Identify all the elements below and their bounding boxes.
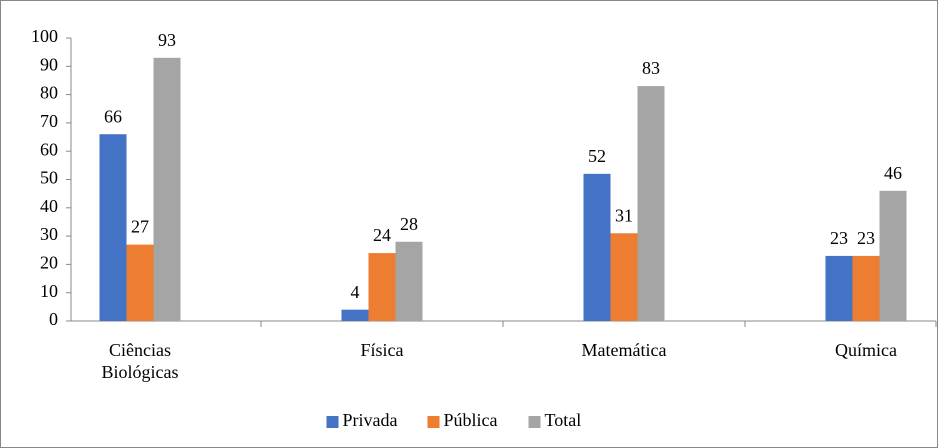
bar	[153, 57, 181, 322]
y-tick-label: 80	[40, 83, 58, 103]
bar	[637, 86, 665, 321]
legend-label: Pública	[444, 410, 498, 430]
data-label: 46	[884, 163, 902, 183]
bar	[825, 255, 853, 321]
data-label: 24	[373, 225, 391, 245]
y-tick-label: 20	[40, 253, 58, 273]
y-tick-label: 50	[40, 168, 58, 188]
y-tick-label: 0	[49, 309, 58, 329]
data-label: 27	[131, 217, 149, 237]
data-label: 4	[351, 282, 360, 302]
bar	[879, 190, 907, 321]
x-tick-label: Física	[360, 340, 404, 360]
bar	[395, 241, 423, 321]
data-label: 28	[400, 214, 418, 234]
y-tick-label: 100	[31, 26, 58, 46]
legend-swatch	[326, 416, 339, 428]
data-label: 83	[642, 58, 660, 78]
bar	[583, 173, 611, 321]
y-tick-label: 10	[40, 281, 58, 301]
y-tick-label: 90	[40, 54, 58, 74]
legend-label: Total	[545, 410, 582, 430]
x-tick-label: Matemática	[581, 340, 667, 360]
bar	[99, 134, 127, 321]
data-label: 52	[588, 146, 606, 166]
legend-label: Privada	[343, 410, 398, 430]
bar	[852, 255, 880, 321]
bar	[610, 233, 638, 321]
legend-swatch	[528, 416, 541, 428]
data-label: 31	[615, 205, 633, 225]
data-label: 23	[830, 228, 848, 248]
x-tick-label: Química	[835, 340, 897, 360]
y-tick-label: 40	[40, 196, 58, 216]
y-tick-label: 30	[40, 224, 58, 244]
y-tick-label: 60	[40, 139, 58, 159]
x-tick-label: Ciências Biológicas	[101, 340, 179, 382]
bar	[341, 309, 369, 321]
legend-swatch	[427, 416, 440, 428]
data-label: 93	[158, 30, 176, 50]
bar	[368, 253, 396, 321]
data-label: 66	[104, 106, 122, 126]
bar	[126, 244, 154, 321]
data-label: 23	[857, 228, 875, 248]
y-tick-label: 70	[40, 111, 58, 131]
